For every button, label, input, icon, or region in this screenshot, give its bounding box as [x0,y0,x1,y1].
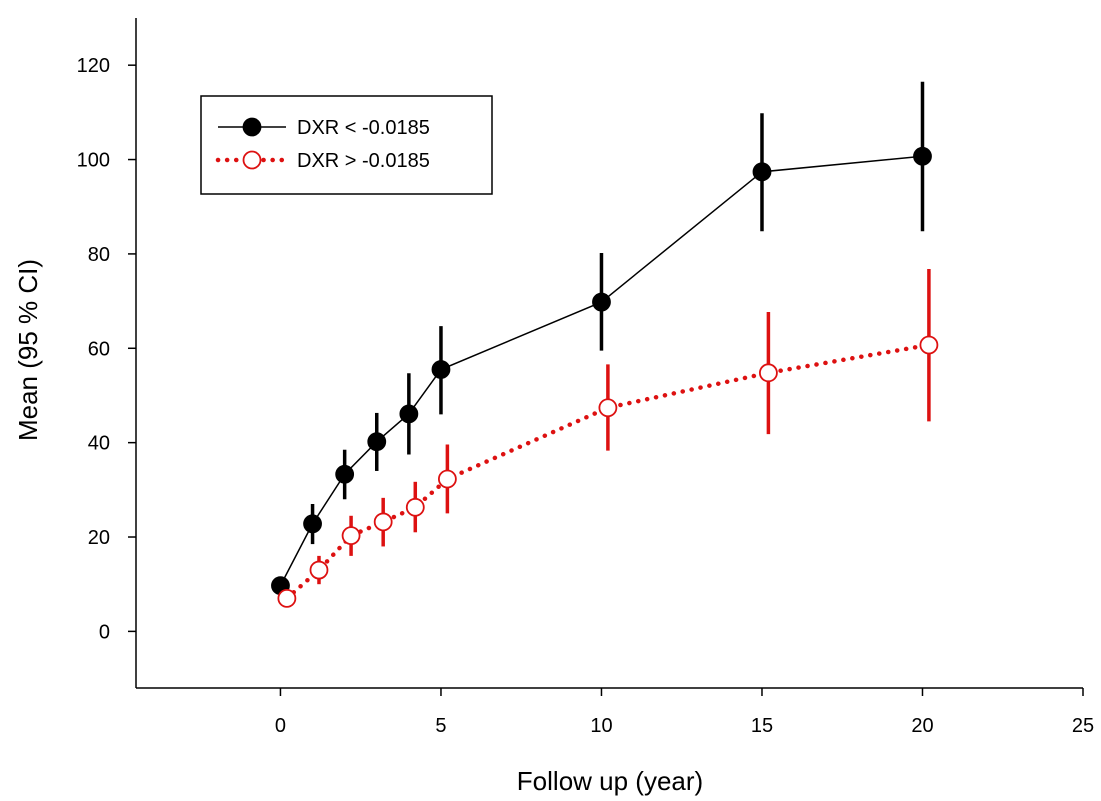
legend-label: DXR > -0.0185 [297,150,430,172]
series-1 [271,81,932,596]
data-point [309,560,329,580]
y-tick-label: 40 [88,433,110,455]
y-tick-label: 0 [99,621,110,643]
data-point [405,497,425,517]
y-tick-label: 100 [77,150,110,172]
x-tick-label: 20 [911,715,933,737]
legend-marker [242,117,262,137]
y-axis-title: Mean (95 % CI) [13,259,43,441]
data-point [759,363,778,383]
axes: 0 5 10 15 20 25 0 20 40 60 80 100 120 [77,18,1094,737]
data-point [335,464,355,484]
data-point [341,526,361,545]
data-point [431,360,451,379]
x-tick-label: 0 [275,715,286,737]
legend-box [200,95,493,195]
y-tick-label: 20 [88,527,110,549]
data-point [592,292,611,312]
x-axis-title: Follow up (year) [517,766,703,796]
x-tick-label: 25 [1072,715,1094,737]
legend-label: DXR < -0.0185 [297,117,430,139]
y-tick-label: 60 [88,338,110,360]
data-point [598,398,618,418]
legend: DXR < -0.0185 DXR > -0.0185 [200,95,493,195]
x-tick-label: 15 [751,715,773,737]
x-tick-label: 10 [590,715,612,737]
data-point [303,514,322,534]
data-point [277,588,297,608]
series-2 [277,269,939,608]
y-tick-label: 80 [88,244,110,266]
series-layer [271,81,939,608]
data-point [373,512,393,532]
data-point [913,146,932,166]
data-point [437,469,457,489]
data-point [399,404,419,424]
data-point [919,335,939,355]
data-point [367,432,387,452]
data-point [752,162,772,182]
x-tick-label: 5 [435,715,446,737]
y-tick-label: 120 [77,55,110,77]
legend-marker [242,150,262,170]
